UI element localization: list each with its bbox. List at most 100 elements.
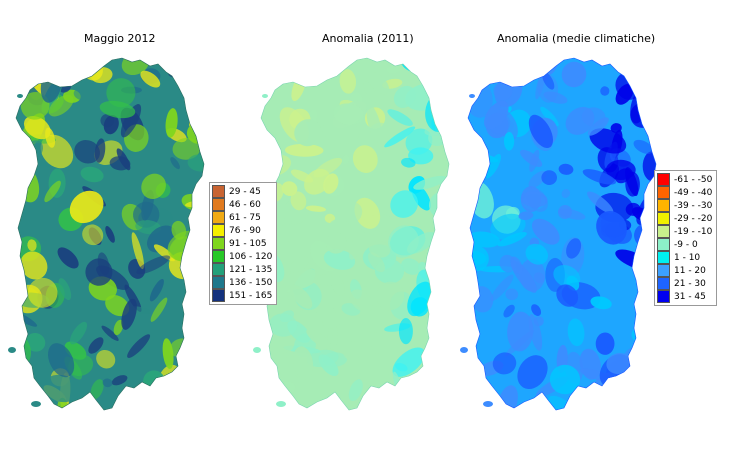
map-patch (27, 239, 37, 252)
map-patch (57, 247, 79, 269)
map-patch (149, 279, 164, 302)
map-patch (558, 208, 586, 220)
map-patch (32, 157, 56, 169)
legend-label: 76 - 90 (229, 225, 261, 236)
legend-swatch (212, 289, 225, 302)
map-patch (99, 100, 136, 119)
map-patch (187, 316, 196, 339)
legend-label: 121 - 135 (229, 264, 273, 275)
map-patch (170, 157, 180, 170)
map-patch (290, 191, 307, 211)
map-patch (187, 154, 204, 172)
sardinia-anomaly-climatic-map (460, 57, 657, 411)
map-patch (543, 91, 568, 104)
map-patch (349, 229, 365, 260)
legend-label: 136 - 150 (229, 277, 273, 288)
map-patch (113, 319, 124, 336)
map-patch (587, 117, 609, 136)
map-patch (352, 145, 378, 173)
map-patch (88, 337, 104, 354)
legend-item: 29 - 45 (212, 185, 272, 198)
map-patch (371, 330, 386, 354)
map-patch (386, 64, 402, 74)
map-patch (59, 58, 78, 81)
legend-label: -29 - -20 (674, 213, 713, 224)
map-patch (101, 325, 119, 341)
map-patch (27, 277, 58, 308)
map-patch (109, 156, 131, 171)
map-patch (184, 289, 204, 319)
map-patch (429, 366, 446, 387)
map-patch (541, 170, 557, 186)
map-patch (69, 321, 88, 345)
legend-swatch (212, 250, 225, 263)
legend-swatch (657, 264, 670, 277)
map-patch (637, 293, 653, 329)
map-patch (528, 114, 553, 149)
map-patch (484, 100, 509, 130)
map-patch (106, 78, 136, 108)
map-patch (178, 380, 204, 409)
map-patch (48, 94, 74, 117)
legend-item: 106 - 120 (212, 250, 272, 263)
map-patch (21, 158, 34, 173)
legend-label: 106 - 120 (229, 251, 273, 262)
map-patch (401, 157, 416, 168)
map-patch (531, 304, 542, 316)
legend-label: 11 - 20 (674, 265, 706, 276)
map-patch (585, 392, 611, 410)
map-title-anomaly-climatic: Anomalia (medie climatiche) (497, 32, 656, 45)
precipitation-legend: 29 - 45 46 - 60 61 - 75 76 - 90 91 - 105 106 … (209, 182, 278, 305)
map-patch (124, 284, 142, 312)
legend-item: -49 - -40 (657, 186, 712, 199)
map-patch (349, 289, 373, 313)
map-patch (105, 226, 115, 243)
legend-item: 21 - 30 (657, 277, 712, 290)
map-patch (17, 162, 28, 172)
map-patch (162, 338, 174, 369)
legend-swatch (657, 173, 670, 186)
islet (8, 347, 16, 353)
legend-label: 61 - 75 (229, 212, 261, 223)
islet (469, 94, 475, 98)
legend-item: 1 - 10 (657, 251, 712, 264)
map-patch (136, 255, 171, 275)
map-patch (82, 224, 104, 246)
map-patch (58, 278, 72, 301)
map-patch (647, 336, 656, 353)
map-patch (643, 389, 656, 410)
map-patch (606, 352, 632, 375)
map-patch (587, 191, 614, 214)
legend-swatch (657, 225, 670, 238)
legend-swatch (657, 277, 670, 290)
map-patch (333, 103, 365, 125)
legend-swatch (212, 185, 225, 198)
map-patch (323, 249, 356, 270)
map-patch (542, 71, 555, 90)
map-patch (468, 378, 485, 398)
legend-item: 11 - 20 (657, 264, 712, 277)
map-patch (600, 213, 627, 238)
map-patch (318, 354, 339, 377)
legend-item: -9 - 0 (657, 238, 712, 251)
map-patch (289, 284, 313, 309)
map-patch (393, 85, 416, 108)
legend-swatch (212, 263, 225, 276)
map-patch (74, 140, 100, 164)
map-patch (313, 157, 343, 178)
map-patch (628, 350, 656, 375)
map-patch (640, 386, 656, 410)
map-patch (85, 258, 113, 286)
map-patch (425, 366, 446, 382)
map-patch (162, 399, 188, 410)
map-patch (42, 374, 81, 403)
map-patch (406, 231, 436, 254)
map-patch (186, 88, 204, 115)
map-patch (157, 380, 171, 394)
map-patch (376, 281, 405, 311)
map-patch (518, 211, 534, 221)
legend-item: 121 - 135 (212, 263, 272, 276)
map-patch (368, 252, 385, 273)
map-patch (600, 86, 610, 96)
map-patch (68, 354, 94, 377)
